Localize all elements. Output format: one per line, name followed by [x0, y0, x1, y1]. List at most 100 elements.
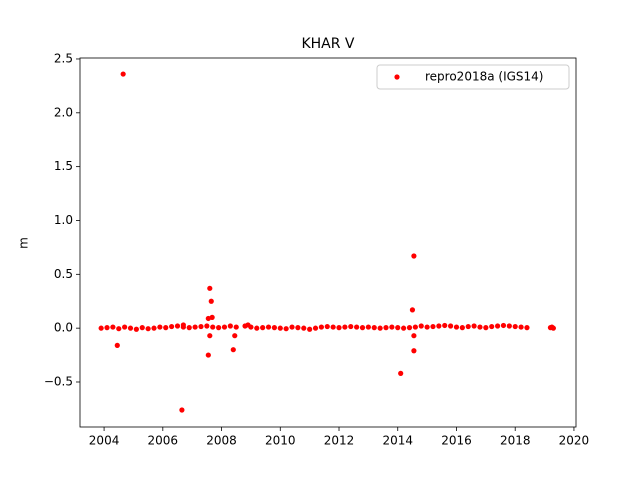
point — [409, 307, 416, 313]
point — [471, 323, 477, 329]
point — [401, 325, 407, 331]
point — [104, 325, 110, 331]
point — [483, 325, 489, 331]
y-tick-label: 2.5 — [54, 51, 73, 65]
point — [204, 323, 210, 329]
legend-box — [376, 64, 570, 90]
legend-label: repro2018a (IGS14) — [425, 70, 543, 84]
point — [116, 326, 122, 332]
point — [342, 324, 348, 330]
x-tick-label: 2008 — [206, 434, 237, 448]
point — [179, 407, 185, 413]
point — [411, 253, 417, 259]
point — [518, 324, 524, 330]
plot-frame — [79, 57, 577, 428]
x-tick-label: 2014 — [382, 434, 413, 448]
point — [465, 323, 471, 330]
y-tick-label: 1.0 — [54, 213, 73, 227]
point — [232, 333, 238, 339]
point — [307, 326, 313, 332]
point — [157, 324, 163, 330]
y-tick-label: 1.5 — [54, 159, 73, 173]
point — [395, 325, 401, 331]
point — [133, 326, 139, 332]
point — [98, 325, 104, 331]
point — [359, 325, 366, 331]
x-tick-label: 2016 — [441, 434, 472, 448]
point — [453, 324, 460, 330]
point — [230, 347, 236, 353]
point — [208, 298, 214, 304]
point — [430, 323, 436, 330]
point — [377, 325, 383, 331]
legend-marker — [394, 74, 400, 80]
point — [512, 323, 518, 330]
point — [122, 324, 128, 330]
point — [216, 325, 222, 331]
point — [233, 324, 239, 330]
point — [524, 325, 530, 331]
point — [500, 322, 507, 329]
point — [406, 325, 413, 331]
point — [436, 323, 442, 329]
point — [227, 323, 233, 329]
point — [398, 370, 404, 376]
point — [110, 324, 116, 330]
point — [277, 325, 283, 331]
point — [151, 325, 157, 331]
point — [169, 323, 175, 330]
point — [289, 324, 295, 330]
point — [221, 324, 228, 330]
x-tick-label: 2020 — [559, 434, 590, 448]
point — [389, 324, 395, 330]
point — [139, 325, 145, 331]
point — [265, 324, 272, 330]
point — [365, 324, 371, 330]
point — [330, 324, 336, 330]
point — [318, 324, 324, 330]
point — [489, 323, 495, 330]
point — [442, 322, 448, 329]
point — [209, 314, 215, 320]
point — [348, 323, 354, 330]
point — [324, 323, 330, 330]
point — [550, 325, 556, 331]
point — [283, 326, 289, 332]
point — [424, 324, 430, 330]
point — [271, 325, 278, 331]
point — [494, 323, 501, 329]
point — [371, 325, 377, 331]
y-tick-label: 2.0 — [54, 105, 73, 119]
chart-title: KHAR V — [301, 36, 354, 52]
point — [245, 322, 251, 328]
point — [301, 325, 307, 331]
point — [207, 285, 213, 291]
x-tick-label: 2012 — [324, 434, 355, 448]
point — [411, 333, 417, 339]
point — [254, 325, 260, 331]
point — [180, 322, 186, 328]
point — [198, 323, 204, 330]
point — [336, 325, 342, 331]
point — [459, 325, 465, 331]
point — [260, 325, 266, 331]
y-tick-label: −0.5 — [44, 374, 73, 388]
point — [207, 333, 213, 339]
point — [186, 325, 192, 331]
point — [145, 326, 151, 332]
point — [412, 324, 418, 330]
x-tick-label: 2010 — [265, 434, 296, 448]
y-axis-label: m — [17, 237, 31, 249]
point — [120, 71, 126, 77]
point — [448, 323, 454, 329]
y-tick-label: 0.5 — [54, 267, 73, 281]
point — [205, 352, 211, 358]
point — [295, 325, 301, 331]
point — [127, 325, 134, 331]
x-tick-label: 2018 — [500, 434, 531, 448]
point — [354, 324, 360, 330]
point — [383, 325, 389, 331]
point — [506, 323, 512, 329]
